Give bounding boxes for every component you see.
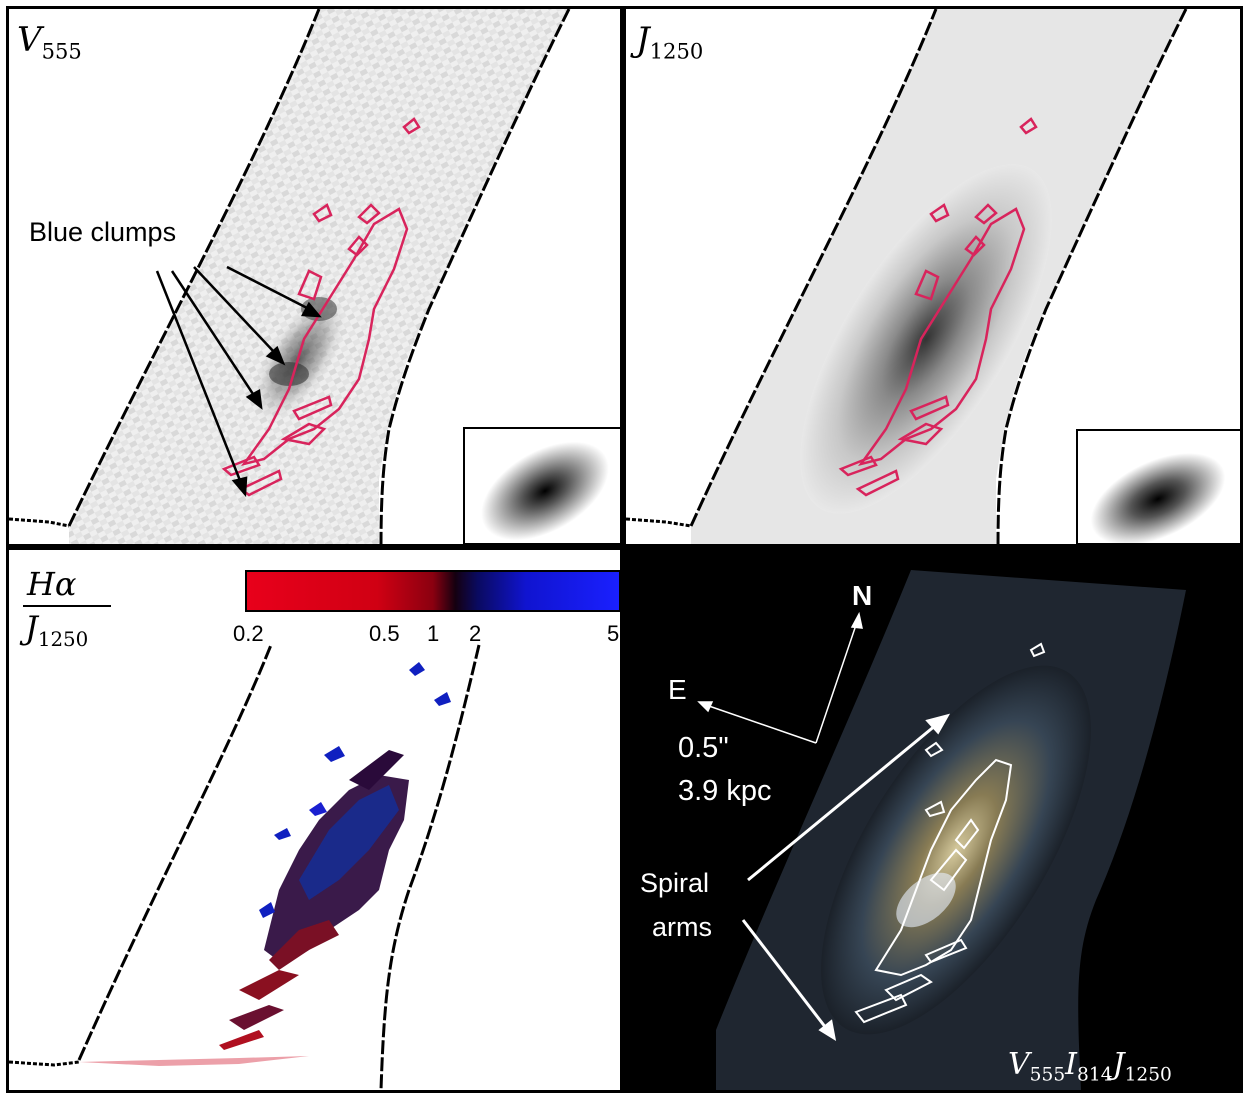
scale-arcsec: 0.5" (678, 732, 729, 764)
ratio-denominator: J1250 (25, 609, 89, 651)
spiral-arms-label-line1: Spiral (640, 868, 710, 898)
j1250-image (626, 9, 1188, 544)
composite-image (697, 570, 1186, 1090)
composite-bands-label: V555I814J1250 (1008, 1047, 1172, 1086)
v555-image (9, 9, 571, 544)
halpha-ratio-image (9, 644, 481, 1090)
panel-halpha-ratio: Hα J1250 0.2 0.5 1 2 5 (6, 547, 623, 1093)
panel-j1250: J1250 (623, 6, 1243, 547)
blue-clumps-label: Blue clumps (29, 217, 177, 247)
colorbar-tick: 5 (607, 621, 620, 646)
spiral-arms-label-line2: arms (652, 912, 712, 942)
j1250-psf-inset (1076, 429, 1240, 544)
colorbar (245, 570, 620, 612)
colorbar-tick: 0.2 (233, 621, 264, 646)
compass-north-label: N (852, 580, 873, 611)
colorbar-tick: 0.5 (369, 621, 400, 646)
compass-east-label: E (668, 674, 687, 705)
v555-psf-inset (463, 427, 620, 544)
colorbar-tick: 2 (469, 621, 482, 646)
scale-kpc: 3.9 kpc (678, 775, 772, 807)
panel-v555: V555 Blue clumps (6, 6, 623, 547)
ratio-numerator: Hα (27, 565, 77, 603)
v555-label: V555 (17, 20, 82, 64)
fraction-bar (23, 605, 111, 607)
panel-color-composite: N E 0.5" 3.9 kpc Spiral arms V555I814J12… (623, 547, 1243, 1093)
j1250-label: J1250 (636, 20, 704, 64)
colorbar-tick: 1 (427, 621, 440, 646)
